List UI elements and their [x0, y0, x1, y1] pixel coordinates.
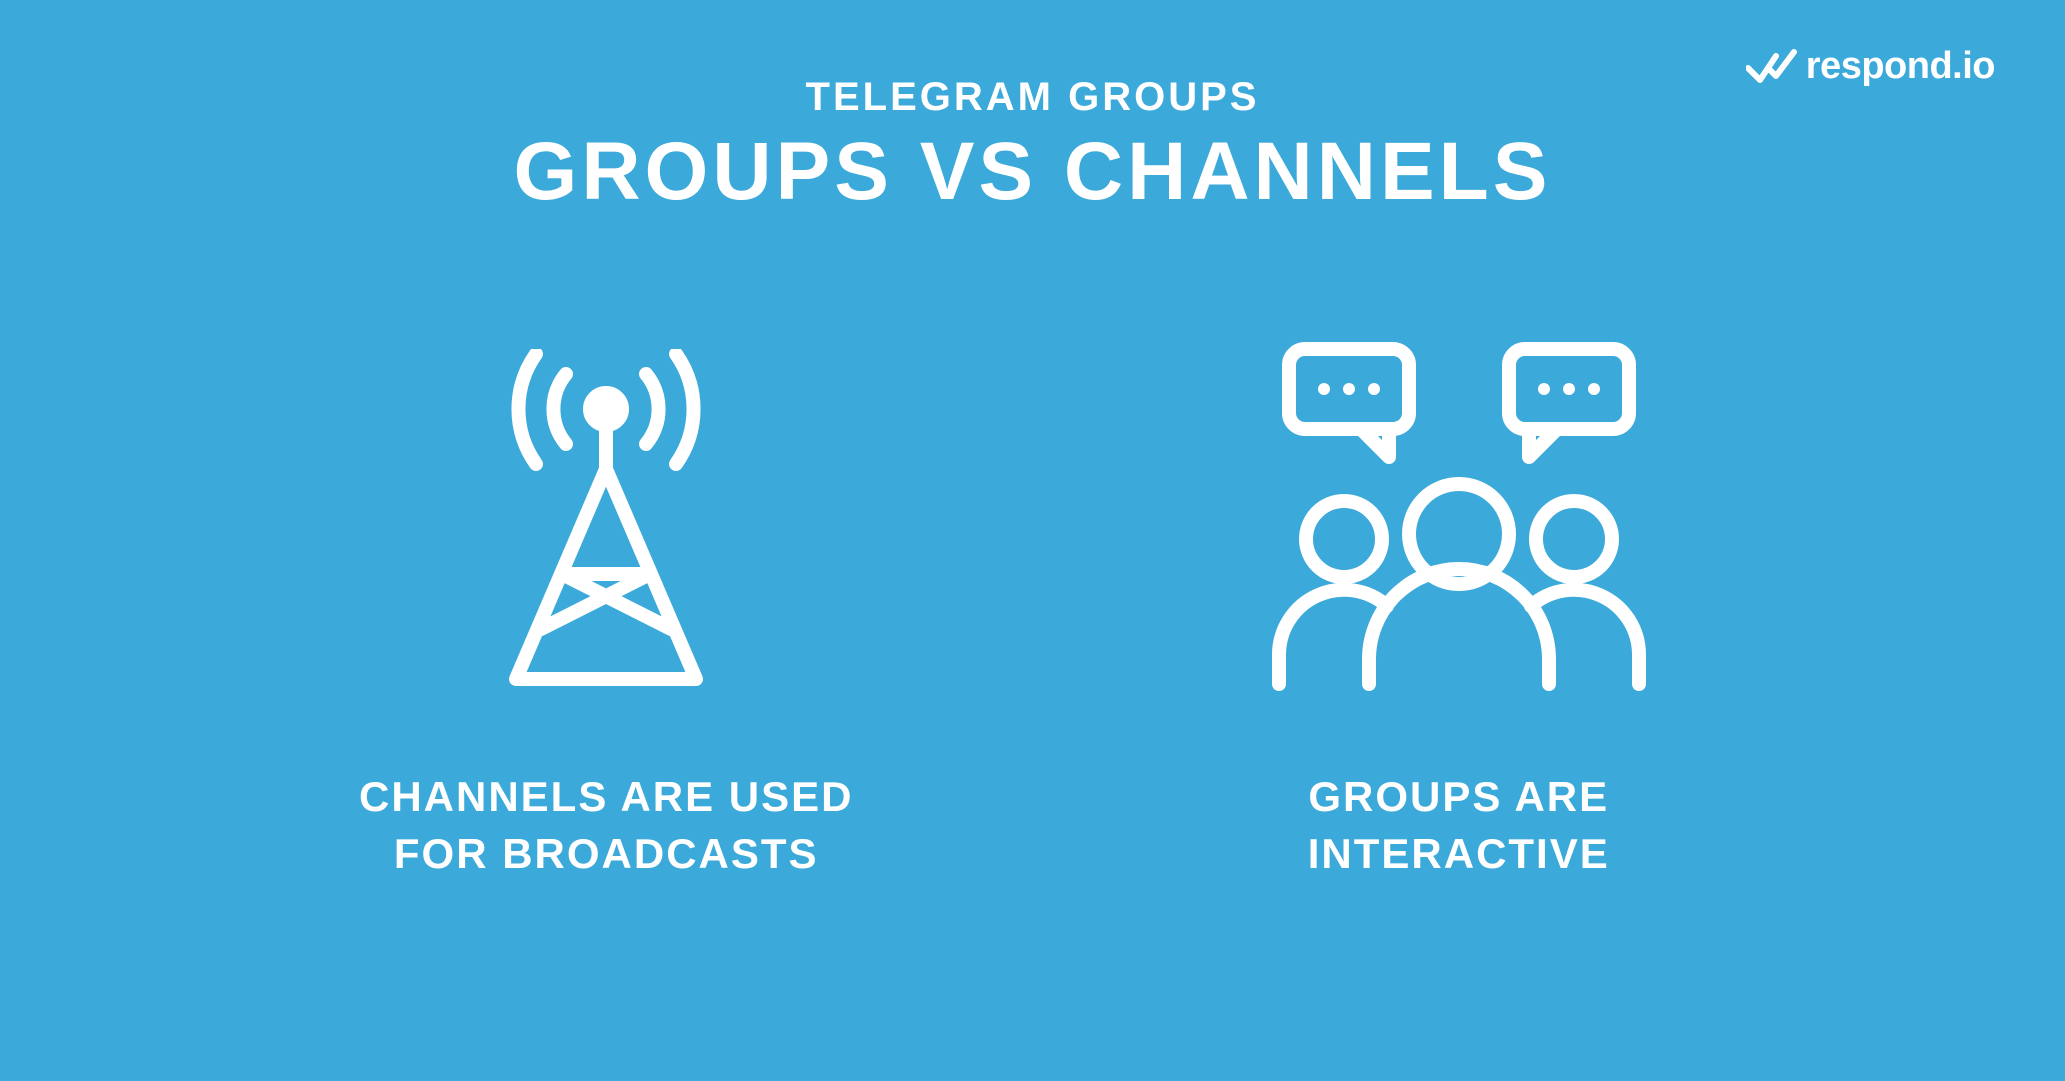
column-channels: CHANNELS ARE USED FOR BROADCASTS [223, 339, 990, 882]
column-groups: GROUPS ARE INTERACTIVE [1075, 339, 1842, 882]
channels-caption: CHANNELS ARE USED FOR BROADCASTS [359, 769, 853, 882]
logo-mark-icon [1746, 48, 1798, 86]
page-title: GROUPS VS CHANNELS [0, 125, 2065, 219]
brand-logo: respond.io [1746, 45, 1995, 88]
header: TELEGRAM GROUPS GROUPS VS CHANNELS [0, 0, 2065, 219]
content-row: CHANNELS ARE USED FOR BROADCASTS [0, 339, 2065, 882]
groups-caption: GROUPS ARE INTERACTIVE [1308, 769, 1610, 882]
people-chat-icon [1249, 339, 1669, 699]
brand-name: respond.io [1806, 45, 1995, 88]
broadcast-tower-icon [456, 339, 756, 699]
